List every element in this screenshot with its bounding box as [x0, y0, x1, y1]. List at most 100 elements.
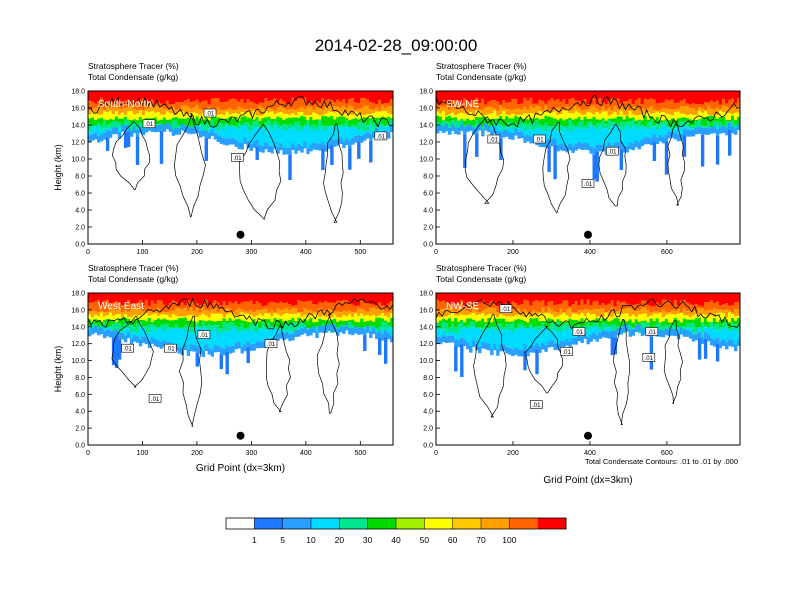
tracer-cell: [559, 143, 563, 151]
tracer-cell: [147, 112, 152, 119]
tracer-cell: [556, 114, 560, 120]
tracer-cell: [357, 122, 361, 131]
tracer-cell: [700, 333, 705, 338]
tracer-cell: [634, 100, 639, 107]
tracer-cell: [670, 118, 675, 124]
tracer-cell: [159, 341, 164, 349]
tracer-cell: [327, 111, 331, 118]
tracer-cell: [493, 110, 497, 119]
tracer-cell: [97, 315, 101, 320]
tracer-cell: [469, 322, 473, 329]
tracer-cell: [592, 125, 596, 128]
tracer-cell: [303, 301, 307, 309]
tracer-cell: [463, 327, 467, 340]
tracer-cell: [219, 91, 223, 103]
tracer-cell: [243, 328, 247, 331]
tracer-cell: [162, 293, 167, 305]
tracer-cell: [111, 114, 116, 120]
tracer-cell: [439, 320, 443, 329]
tracer-cell: [270, 321, 274, 328]
tracer-cell: [514, 303, 518, 313]
tracer-cell: [321, 311, 325, 316]
tracer-cell: [583, 114, 587, 117]
tracer-cell: [457, 128, 461, 135]
tracer-cell: [613, 142, 617, 150]
tracer-cell: [649, 120, 654, 128]
tracer-cell: [294, 101, 298, 111]
tracer-cell: [634, 316, 639, 320]
tracer-cell: [357, 328, 361, 335]
tracer-cell: [505, 102, 509, 110]
tracer-cell: [571, 146, 575, 153]
tracer-cell: [646, 99, 651, 109]
tracer-cell: [168, 104, 173, 110]
tracer-cell: [117, 339, 122, 360]
tracer-cell: [126, 331, 131, 339]
tracer-cell: [120, 112, 125, 119]
tracer-cell: [135, 129, 140, 137]
tracer-cell: [550, 309, 554, 315]
tracer-cell: [604, 111, 608, 121]
tracer-cell: [204, 293, 208, 300]
tracer-cell: [94, 103, 98, 108]
tracer-cell: [228, 116, 232, 125]
tracer-cell: [619, 141, 623, 149]
tracer-cell: [559, 118, 563, 126]
tracer-cell: [150, 106, 155, 111]
tracer-cell: [282, 325, 286, 331]
tracer-cell: [237, 91, 241, 102]
tracer-cell: [378, 118, 382, 121]
tracer-cell: [676, 102, 681, 109]
tracer-cell: [309, 328, 313, 336]
tracer-cell: [454, 117, 458, 122]
contour-line: [317, 314, 340, 414]
tracer-cell: [538, 124, 542, 129]
tracer-cell: [336, 99, 340, 107]
tracer-cell: [342, 315, 346, 321]
tracer-cell: [114, 328, 119, 336]
tracer-cell: [94, 301, 98, 312]
tracer-cell: [595, 318, 599, 324]
tracer-cell: [568, 317, 572, 319]
tracer-cell: [643, 116, 648, 127]
tracer-cell: [153, 320, 158, 325]
tracer-cell: [264, 121, 268, 132]
tracer-cell: [249, 131, 253, 145]
contour-line: [663, 320, 683, 404]
tracer-cell: [300, 91, 304, 99]
tracer-cell: [165, 293, 170, 307]
tracer-cell: [676, 91, 681, 103]
tracer-cell: [610, 320, 614, 324]
tracer-cell: [234, 91, 238, 100]
tracer-cell: [348, 320, 352, 323]
tracer-cell: [607, 115, 611, 119]
tracer-cell: [270, 111, 274, 119]
tracer-cell: [174, 320, 179, 325]
x-axis-label: Grid Point (dx=3km): [543, 475, 632, 486]
tracer-cell: [264, 305, 268, 309]
tracer-cell: [601, 293, 605, 303]
tracer-cell: [667, 322, 672, 326]
tracer-cell: [387, 102, 391, 107]
tracer-cell: [234, 140, 238, 147]
tracer-cell: [499, 125, 503, 132]
tracer-cell: [345, 311, 349, 317]
tracer-cell: [583, 321, 587, 326]
tracer-cell: [153, 124, 158, 127]
tracer-cell: [123, 304, 128, 311]
tracer-cell: [445, 293, 449, 303]
tracer-cell: [294, 115, 298, 118]
tracer-cell: [291, 307, 295, 315]
tracer-cell: [252, 343, 256, 351]
tracer-cell: [646, 130, 651, 138]
tracer-cell: [460, 112, 464, 120]
tracer-cell: [378, 315, 382, 318]
tracer-cell: [718, 104, 723, 110]
y-tick-label: 2.0: [423, 426, 433, 433]
tracer-cell: [520, 316, 524, 320]
tracer-cell: [505, 91, 509, 103]
tracer-cell: [294, 91, 298, 102]
tracer-cell: [550, 109, 554, 113]
tracer-cell: [100, 293, 104, 306]
colorbar-swatch: [537, 518, 567, 529]
